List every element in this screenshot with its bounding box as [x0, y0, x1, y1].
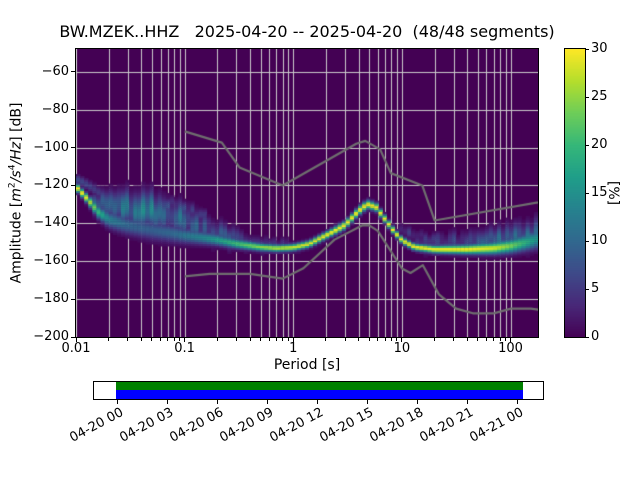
x-minor-tick-mark	[167, 338, 169, 341]
x-minor-tick-mark	[466, 338, 468, 341]
x-minor-tick-mark	[151, 338, 153, 341]
y-tick-label: −80	[41, 101, 69, 117]
y-axis-label-math-s: /s	[8, 170, 25, 183]
x-tick-mark	[184, 338, 186, 342]
x-minor-tick-mark	[268, 338, 270, 341]
y-axis-label: Amplitude [m2/s4/Hz] [dB]	[8, 103, 25, 284]
x-minor-tick-mark	[358, 338, 360, 341]
timeline-tick-mark	[516, 400, 518, 404]
colorbar-tick-mark	[586, 48, 589, 50]
y-tick-mark	[71, 222, 75, 224]
y-tick-mark	[71, 147, 75, 149]
timeline-tick-mark	[216, 400, 218, 404]
x-minor-tick-mark	[396, 338, 398, 341]
x-minor-tick-mark	[108, 338, 110, 341]
y-axis-label-math-hz: /Hz	[8, 141, 25, 165]
x-minor-tick-mark	[390, 338, 392, 341]
colorbar-tick-label: 25	[591, 89, 608, 104]
ppsd-heatmap-canvas	[76, 49, 538, 337]
x-tick-mark	[401, 338, 403, 342]
colorbar-tick-mark	[586, 96, 589, 98]
y-tick-mark	[71, 298, 75, 300]
colorbar	[564, 48, 586, 338]
y-tick-label: −200	[33, 329, 69, 344]
timeline-tick-mark	[316, 400, 318, 404]
y-tick-label: −140	[33, 215, 69, 231]
x-tick-label: 0.01	[61, 341, 91, 356]
x-minor-tick-mark	[344, 338, 346, 341]
x-tick-label: 10	[393, 341, 411, 356]
colorbar-tick-mark	[586, 240, 589, 242]
colorbar-tick-mark	[586, 144, 589, 146]
x-tick-label: 100	[498, 341, 523, 356]
x-minor-tick-mark	[287, 338, 289, 341]
y-axis-label-math-m: m	[8, 188, 25, 202]
timeline-tick-mark	[166, 400, 168, 404]
y-tick-label: −60	[41, 63, 69, 79]
x-minor-tick-mark	[140, 338, 142, 341]
y-tick-mark	[71, 109, 75, 111]
x-minor-tick-mark	[377, 338, 379, 341]
y-axis-label-prefix: Amplitude [	[8, 201, 25, 284]
colorbar-tick-mark	[586, 192, 589, 194]
x-minor-tick-mark	[453, 338, 455, 341]
timeline-tick-mark	[416, 400, 418, 404]
y-tick-mark	[71, 71, 75, 73]
x-tick-label: 1	[289, 341, 298, 356]
x-minor-tick-mark	[260, 338, 262, 341]
colorbar-tick-label: 5	[591, 281, 600, 296]
colorbar-tick-label: 10	[591, 233, 608, 248]
y-tick-label: −160	[33, 253, 69, 269]
colorbar-tick-label: 15	[591, 185, 608, 200]
y-tick-label: −100	[33, 139, 69, 155]
x-minor-tick-mark	[505, 338, 507, 341]
x-minor-tick-mark	[499, 338, 501, 341]
timeline-tick-mark	[466, 400, 468, 404]
x-minor-tick-mark	[493, 338, 495, 341]
timeline-tick-mark	[116, 400, 118, 404]
x-minor-tick-mark	[325, 338, 327, 341]
y-axis-label-suffix: ] [dB]	[8, 102, 25, 142]
x-minor-tick-mark	[127, 338, 129, 341]
data-availability-bar	[116, 390, 523, 399]
x-tick-mark	[75, 338, 77, 342]
x-tick-mark	[292, 338, 294, 342]
plot-title: BW.MZEK..HHZ 2025-04-20 -- 2025-04-20 (4…	[59, 22, 555, 41]
x-minor-tick-mark	[173, 338, 175, 341]
y-tick-mark	[71, 336, 75, 338]
y-tick-mark	[71, 184, 75, 186]
colorbar-tick-label: 0	[591, 329, 600, 344]
x-minor-tick-mark	[160, 338, 162, 341]
x-axis-label: Period [s]	[273, 357, 341, 373]
ppsd-plot-area	[75, 48, 539, 338]
x-minor-tick-mark	[282, 338, 284, 341]
x-minor-tick-mark	[477, 338, 479, 341]
psd-segments-coverage-bar	[116, 382, 523, 390]
x-tick-label: 0.1	[174, 341, 195, 356]
timeline-tick-mark	[366, 400, 368, 404]
x-minor-tick-mark	[179, 338, 181, 341]
y-axis-label-sup2: 2	[7, 182, 18, 189]
y-axis-label-sup4: 4	[7, 164, 18, 171]
x-minor-tick-mark	[485, 338, 487, 341]
x-minor-tick-mark	[384, 338, 386, 341]
y-tick-label: −180	[33, 291, 69, 307]
colorbar-tick-mark	[586, 336, 589, 338]
timeline-tick-mark	[266, 400, 268, 404]
x-minor-tick-mark	[368, 338, 370, 341]
x-minor-tick-mark	[249, 338, 251, 341]
colorbar-tick-label: 30	[591, 41, 608, 56]
colorbar-tick-label: 20	[591, 137, 608, 152]
colorbar-gradient-canvas	[565, 49, 585, 337]
coverage-timeline-box	[93, 381, 544, 400]
x-minor-tick-mark	[216, 338, 218, 341]
y-tick-label: −120	[33, 177, 69, 193]
x-tick-mark	[510, 338, 512, 342]
x-minor-tick-mark	[434, 338, 436, 341]
x-minor-tick-mark	[235, 338, 237, 341]
y-tick-mark	[71, 260, 75, 262]
colorbar-tick-mark	[586, 288, 589, 290]
x-minor-tick-mark	[275, 338, 277, 341]
